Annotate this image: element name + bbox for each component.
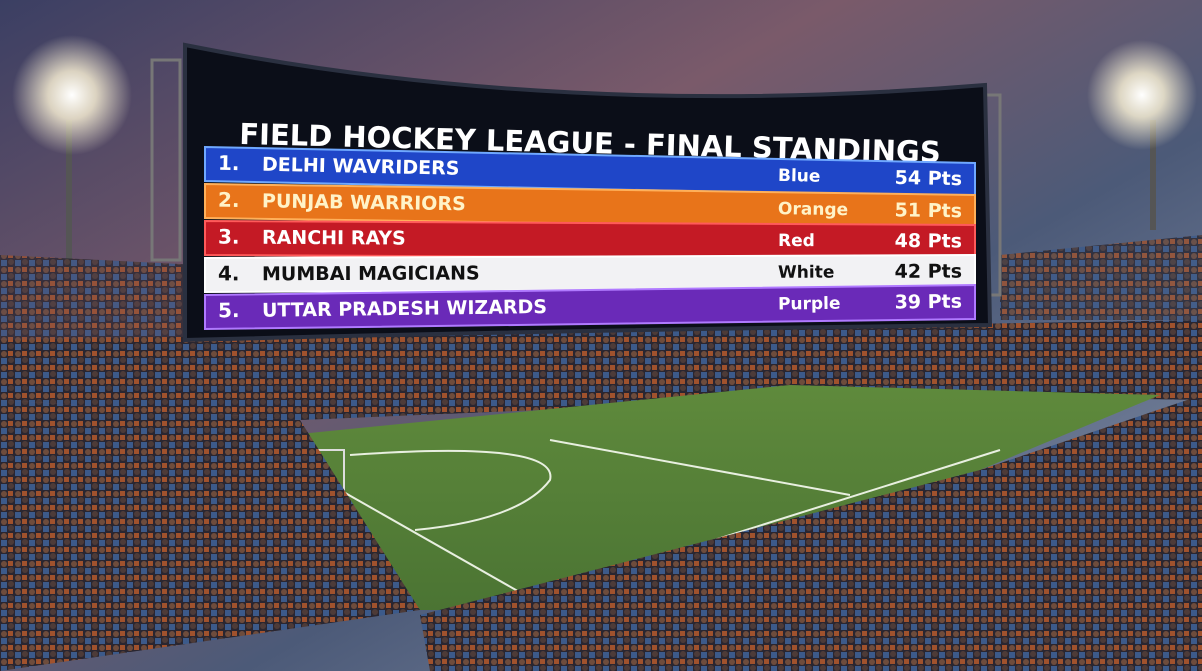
points: 51 Pts [894, 199, 962, 222]
front-crowd [420, 395, 1202, 671]
floodlight [12, 35, 132, 155]
row-band [204, 283, 976, 331]
standing-row: 5. UTTAR PRADESH WIZARDS Purple 39 Pts [204, 283, 976, 331]
rank: 2. [218, 188, 240, 212]
floodlight [1087, 40, 1197, 150]
light-pole [1150, 120, 1156, 230]
team-name: UTTAR PRADESH WIZARDS [262, 296, 547, 322]
standing-row: 4. MUMBAI MAGICIANS White 42 Pts [204, 253, 976, 294]
points: 48 Pts [895, 230, 962, 252]
pitch-line [339, 489, 531, 599]
upper-stand [1000, 235, 1202, 320]
standings-table: 1. DELHI WAVRIDERS Blue 54 Pts 2. PUNJAB WARR… [204, 145, 976, 331]
team-color: Red [778, 231, 815, 251]
points: 54 Pts [894, 167, 962, 190]
front-crowd [0, 400, 420, 671]
team-color: Orange [778, 199, 848, 220]
standing-row: 3. RANCHI RAYS Red 48 Pts [204, 219, 976, 261]
light-pole [66, 120, 72, 270]
pitch [290, 385, 1160, 610]
pitch-line [549, 439, 851, 496]
rank: 1. [218, 151, 240, 175]
points: 39 Pts [894, 291, 962, 314]
rank: 3. [218, 225, 240, 249]
standing-row: 1. DELHI WAVRIDERS Blue 54 Pts [204, 145, 976, 199]
team-name: MUMBAI MAGICIANS [262, 262, 480, 285]
team-color: White [778, 263, 834, 283]
points: 42 Pts [895, 261, 962, 283]
board-truss [150, 58, 182, 262]
team-color: Blue [778, 166, 821, 187]
rank: 4. [218, 261, 240, 285]
team-color: Purple [778, 294, 841, 315]
upper-stand [0, 255, 200, 340]
rank: 5. [218, 298, 240, 322]
team-name: PUNJAB WARRIORS [262, 190, 466, 215]
team-name: DELHI WAVRIDERS [262, 154, 460, 180]
shooting-circle [349, 449, 552, 531]
team-name: RANCHI RAYS [262, 227, 406, 250]
